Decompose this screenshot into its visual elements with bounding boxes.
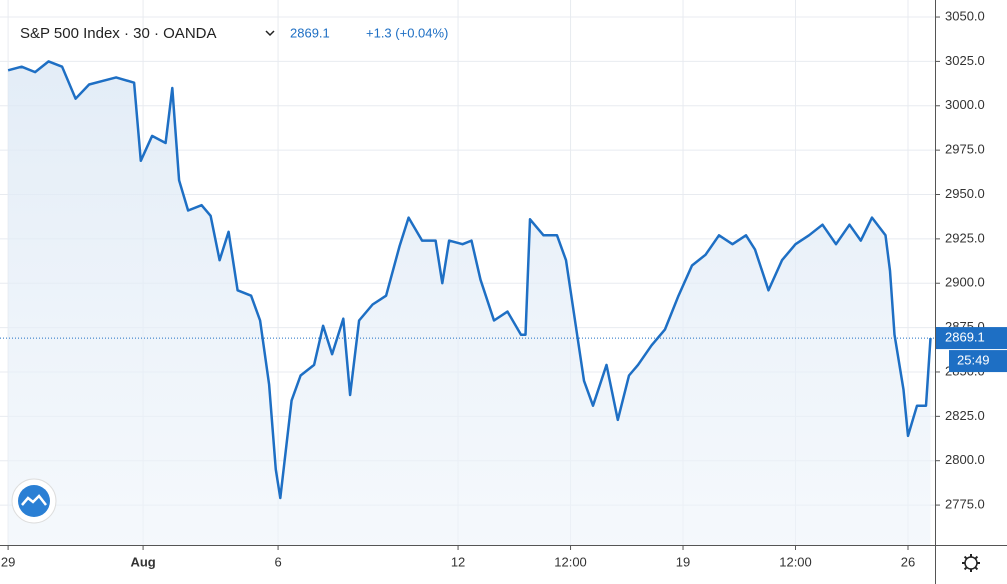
y-tick-label: 2975.0 (945, 142, 985, 157)
countdown-label: 25:49 (957, 353, 990, 368)
plot (0, 60, 935, 546)
x-tick-label: 12:00 (779, 554, 812, 569)
y-tick-label: 2775.0 (945, 497, 985, 512)
y-tick-label: 2825.0 (945, 408, 985, 423)
x-tick-label: 12:00 (554, 554, 587, 569)
axes: 2775.02800.02825.02850.02875.02900.02925… (1, 8, 1007, 569)
symbol-dropdown[interactable] (265, 30, 275, 37)
last-price-label: 2869.1 (945, 330, 985, 345)
y-tick-label: 2925.0 (945, 230, 985, 245)
header-price: 2869.1 (290, 25, 330, 40)
header-change: +1.3 (+0.04%) (366, 25, 448, 40)
area (8, 61, 931, 546)
x-tick-label: 12 (451, 554, 465, 569)
chart-title: S&P 500 Index · 30 · OANDA (20, 25, 217, 42)
y-tick-label: 2900.0 (945, 275, 985, 290)
y-tick-label: 3025.0 (945, 53, 985, 68)
y-tick-label: 3000.0 (945, 97, 985, 112)
settings-button[interactable] (962, 554, 980, 572)
y-tick-label: 2950.0 (945, 186, 985, 201)
price-line (7, 60, 932, 500)
y-tick-label: 2800.0 (945, 452, 985, 467)
x-tick-label: 26 (901, 554, 915, 569)
x-tick-label: 19 (676, 554, 690, 569)
x-tick-label: 29 (1, 554, 15, 569)
x-tick-label: 6 (274, 554, 281, 569)
logo-button[interactable] (11, 478, 57, 524)
x-tick-label: Aug (130, 554, 155, 569)
last-price-tag (936, 327, 1007, 350)
countdown-tag (949, 350, 1007, 373)
y-tick-label: 3050.0 (945, 8, 985, 23)
